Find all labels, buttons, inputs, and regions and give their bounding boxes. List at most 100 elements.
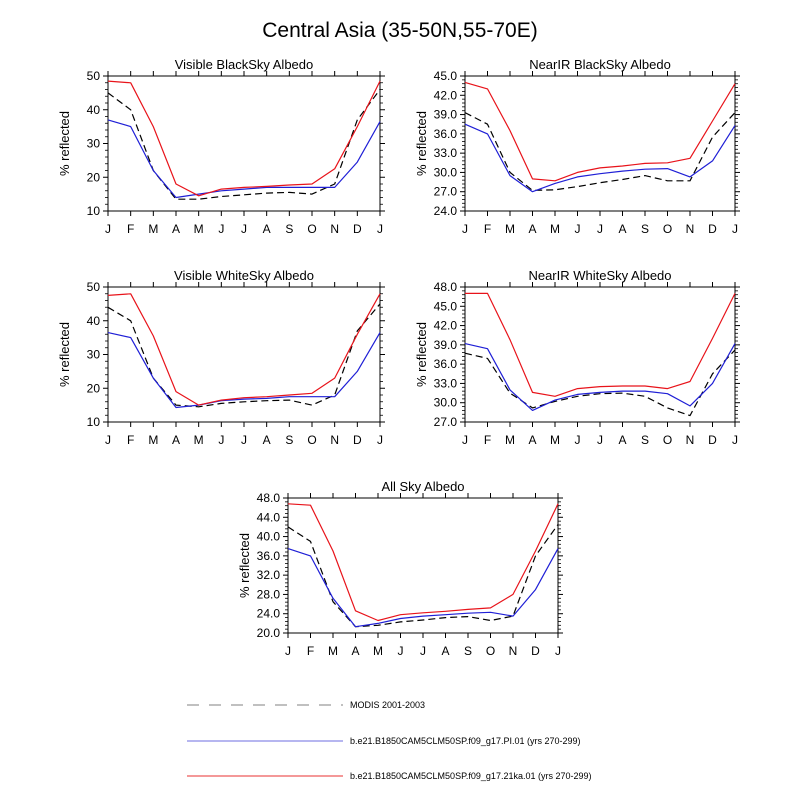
- x-tick-label: S: [641, 222, 649, 236]
- series-line-2: [107, 119, 381, 199]
- x-tick-label: N: [330, 433, 339, 447]
- x-tick-label: A: [528, 433, 536, 447]
- y-tick-label: 42.0: [434, 88, 458, 102]
- y-tick-label: 36.0: [434, 357, 458, 371]
- y-tick-label: 39.0: [434, 338, 458, 352]
- series-line-3: [464, 81, 736, 182]
- x-tick-label: M: [148, 433, 158, 447]
- x-tick-label: A: [263, 433, 271, 447]
- y-axis-label: % reflected: [237, 533, 252, 598]
- x-tick-label: J: [241, 222, 247, 236]
- y-tick-label: 50: [87, 280, 101, 294]
- x-tick-label: J: [377, 433, 383, 447]
- series-line-2: [107, 332, 381, 409]
- y-tick-label: 27.0: [434, 415, 458, 429]
- x-tick-label: N: [686, 433, 695, 447]
- y-tick-label: 33.0: [434, 376, 458, 390]
- chart-panel-5: All Sky Albedo % reflected 20.0 24.0 28.0 32.…: [237, 479, 563, 658]
- x-tick-label: M: [550, 222, 560, 236]
- x-tick-label: J: [462, 222, 468, 236]
- figure-title: Central Asia (35-50N,55-70E): [262, 19, 537, 42]
- x-tick-label: J: [105, 433, 111, 447]
- x-tick-label: M: [505, 433, 515, 447]
- x-tick-label: J: [218, 433, 224, 447]
- x-tick-label: M: [194, 433, 204, 447]
- x-tick-label: N: [330, 222, 339, 236]
- y-tick-label: 36.0: [257, 549, 281, 563]
- y-tick-label: 36.0: [434, 127, 458, 141]
- x-tick-label: F: [127, 222, 134, 236]
- x-tick-label: J: [462, 433, 468, 447]
- y-tick-label: 32.0: [257, 568, 281, 582]
- y-tick-label: 20: [87, 381, 101, 395]
- x-tick-label: J: [732, 433, 738, 447]
- series-line-3: [107, 293, 381, 406]
- x-tick-label: O: [663, 222, 672, 236]
- x-tick-label: A: [618, 222, 626, 236]
- x-tick-label: A: [618, 433, 626, 447]
- x-tick-label: F: [307, 644, 314, 658]
- x-tick-label: M: [148, 222, 158, 236]
- panel-title: All Sky Albedo: [381, 479, 464, 494]
- chart-panel-1: Visible BlackSky Albedo % reflected 10 20 30…: [57, 57, 385, 236]
- x-tick-label: D: [353, 222, 362, 236]
- x-tick-label: J: [597, 433, 603, 447]
- x-tick-label: A: [172, 222, 180, 236]
- y-tick-label: 27.0: [434, 185, 458, 199]
- x-tick-label: F: [484, 433, 491, 447]
- x-tick-label: M: [505, 222, 515, 236]
- chart-panel-4: NearIR WhiteSky Albedo % reflected 27.0 30.…: [414, 268, 740, 447]
- series-line-1: [464, 349, 736, 417]
- y-tick-label: 50: [87, 69, 101, 83]
- series-line-2: [287, 548, 559, 628]
- x-tick-label: M: [550, 433, 560, 447]
- y-tick-label: 30.0: [434, 396, 458, 410]
- x-tick-label: D: [353, 433, 362, 447]
- x-tick-label: O: [486, 644, 495, 658]
- legend-label-2: b.e21.B1850CAM5CLM50SP.f09_g17.PI.01 (yr…: [350, 736, 580, 746]
- y-axis-label: % reflected: [57, 322, 72, 387]
- x-tick-label: J: [398, 644, 404, 658]
- y-tick-label: 39.0: [434, 108, 458, 122]
- y-axis-label: % reflected: [414, 111, 429, 176]
- y-tick-label: 33.0: [434, 146, 458, 160]
- legend-label-3: b.e21.B1850CAM5CLM50SP.f09_g17.21ka.01 (…: [350, 771, 592, 781]
- series-line-3: [287, 503, 559, 622]
- x-tick-label: O: [663, 433, 672, 447]
- y-tick-label: 20: [87, 170, 101, 184]
- x-tick-label: F: [484, 222, 491, 236]
- y-tick-label: 48.0: [434, 280, 458, 294]
- x-tick-label: M: [194, 222, 204, 236]
- x-tick-label: O: [307, 222, 316, 236]
- y-tick-label: 30: [87, 348, 101, 362]
- y-tick-label: 45.0: [434, 299, 458, 313]
- series-line-1: [287, 524, 559, 628]
- x-tick-label: S: [285, 222, 293, 236]
- x-tick-label: A: [172, 433, 180, 447]
- x-tick-label: J: [575, 433, 581, 447]
- x-tick-label: F: [127, 433, 134, 447]
- series-line-2: [464, 343, 736, 411]
- plot-frame: [464, 75, 736, 212]
- x-tick-label: A: [441, 644, 449, 658]
- x-tick-label: O: [307, 433, 316, 447]
- x-tick-label: D: [708, 222, 717, 236]
- y-axis-label: % reflected: [57, 111, 72, 176]
- x-tick-label: J: [218, 222, 224, 236]
- panel-title: Visible WhiteSky Albedo: [174, 268, 314, 283]
- y-tick-label: 45.0: [434, 69, 458, 83]
- chart-panels: Visible BlackSky Albedo % reflected 10 20 30…: [57, 57, 740, 658]
- chart-panel-2: NearIR BlackSky Albedo % reflected 24.0 27.…: [414, 57, 740, 236]
- y-tick-label: 10: [87, 204, 101, 218]
- y-tick-label: 24.0: [257, 607, 281, 621]
- x-tick-label: N: [686, 222, 695, 236]
- x-tick-label: J: [377, 222, 383, 236]
- x-tick-label: D: [708, 433, 717, 447]
- x-tick-label: J: [732, 222, 738, 236]
- x-tick-label: M: [373, 644, 383, 658]
- x-tick-label: J: [597, 222, 603, 236]
- x-tick-label: J: [105, 222, 111, 236]
- series-line-2: [464, 123, 736, 193]
- x-tick-label: J: [420, 644, 426, 658]
- panel-title: NearIR WhiteSky Albedo: [528, 268, 671, 283]
